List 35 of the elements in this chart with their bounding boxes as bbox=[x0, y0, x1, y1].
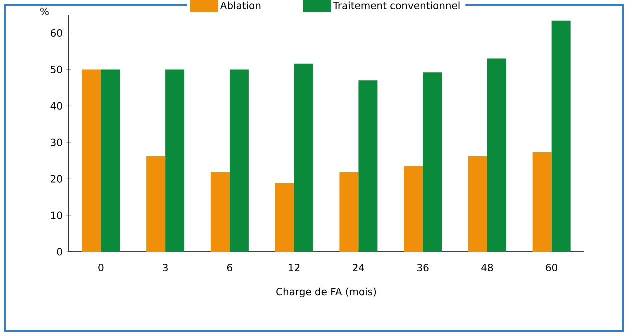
bar bbox=[275, 183, 294, 252]
x-axis-title: Charge de FA (mois) bbox=[276, 288, 376, 298]
y-tick-label: 10 bbox=[51, 212, 62, 220]
bar bbox=[210, 172, 230, 252]
x-tick-label: 3 bbox=[163, 264, 168, 272]
bar bbox=[552, 20, 571, 252]
bar bbox=[468, 156, 488, 252]
bar bbox=[294, 64, 314, 252]
x-tick-label: 6 bbox=[227, 264, 232, 272]
bar bbox=[146, 156, 166, 252]
bar bbox=[487, 58, 506, 252]
legend-label: Traitement conventionnel bbox=[333, 2, 460, 10]
bar bbox=[423, 72, 442, 252]
x-tick-label: 12 bbox=[289, 264, 300, 272]
x-tick-label: 0 bbox=[98, 264, 104, 272]
y-axis-title: % bbox=[40, 8, 49, 16]
bar bbox=[166, 70, 185, 252]
x-tick-label: 60 bbox=[546, 264, 558, 272]
x-tick-label: 24 bbox=[353, 264, 364, 272]
y-tick-label: 50 bbox=[51, 66, 62, 74]
bar bbox=[404, 166, 424, 252]
y-tick-label: 30 bbox=[51, 138, 62, 146]
bar bbox=[358, 80, 378, 252]
y-tick-label: 20 bbox=[51, 175, 62, 183]
x-tick-label: 48 bbox=[482, 264, 494, 272]
bar bbox=[532, 152, 552, 252]
y-tick-label: 40 bbox=[50, 102, 62, 110]
bar bbox=[230, 70, 249, 252]
x-tick-label: 36 bbox=[418, 264, 429, 272]
bar bbox=[101, 70, 120, 252]
y-tick-label: 0 bbox=[57, 248, 62, 256]
bar bbox=[82, 70, 102, 252]
y-tick-label: 60 bbox=[51, 29, 62, 37]
bar bbox=[340, 172, 359, 252]
legend-label: Ablation bbox=[220, 2, 261, 10]
